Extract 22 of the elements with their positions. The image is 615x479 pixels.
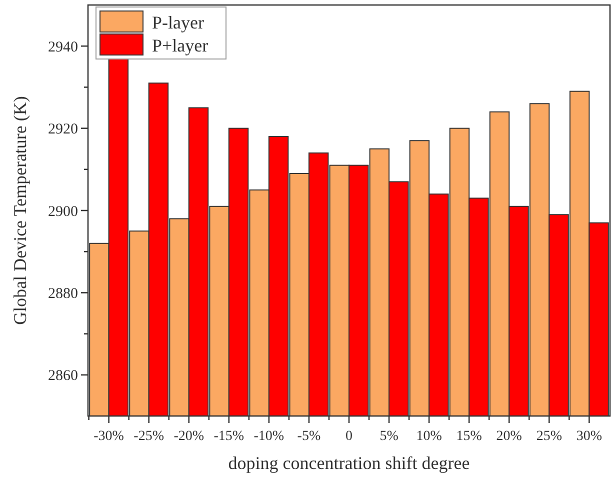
x-tick-label: 30% — [576, 429, 602, 444]
y-tick-label: 2880 — [48, 286, 78, 302]
y-tick-label: 2940 — [48, 39, 78, 56]
legend-label: P-layer — [152, 12, 204, 32]
x-tick-label: -10% — [254, 429, 284, 444]
x-tick-label: 10% — [416, 429, 442, 444]
x-tick-label: 20% — [496, 429, 522, 444]
x-tick-label: -30% — [94, 429, 124, 444]
y-tick-label: 2900 — [48, 204, 78, 220]
x-tick-label: -20% — [174, 429, 204, 444]
legend-label: P+layer — [152, 35, 208, 56]
x-tick-label: 0 — [346, 429, 352, 444]
y-tick-label: 2860 — [48, 368, 78, 384]
x-tick-label: -5% — [297, 429, 321, 444]
x-tick-label: 15% — [456, 429, 482, 444]
y-axis-title: Global Device Temperature (K) — [10, 96, 30, 325]
x-tick-label: -15% — [214, 429, 244, 444]
y-tick-label: 2920 — [48, 122, 78, 138]
x-axis-title: doping concentration shift degree — [228, 453, 470, 473]
x-tick-label: 25% — [536, 429, 562, 444]
x-tick-label: -25% — [134, 429, 164, 444]
x-tick-label: 5% — [380, 429, 399, 444]
